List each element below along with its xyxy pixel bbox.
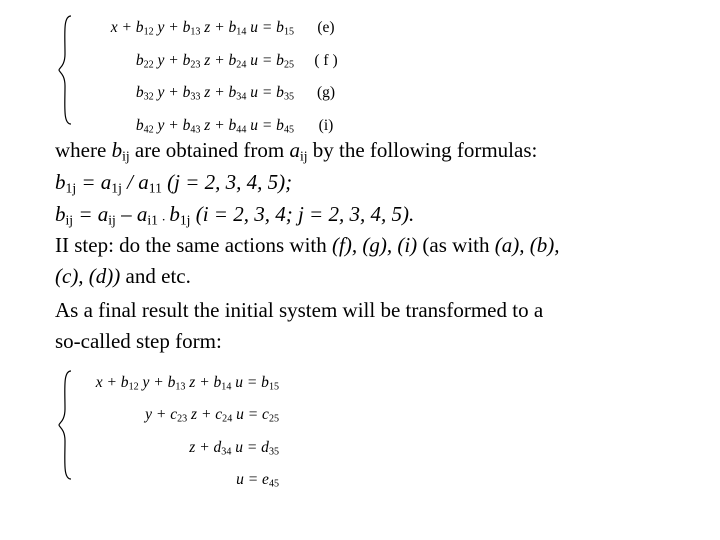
- left-brace-icon: [57, 14, 75, 126]
- text-line-6: As a final result the initial system wil…: [55, 296, 665, 324]
- left-brace-icon: [57, 369, 75, 481]
- formula-line-2: bij = aij – ai1 · b1j (i = 2, 3, 4; j = …: [55, 200, 665, 230]
- equation-expression: b22 y + b23 z + b24 u = b25: [79, 47, 294, 80]
- text-line-5: (c), (d)) and etc.: [55, 262, 665, 290]
- equation-label: ( f ): [306, 47, 346, 75]
- equation-expression: b32 y + b33 z + b34 u = b35: [79, 79, 294, 112]
- equation-label: (g): [306, 79, 346, 107]
- equation-row: b32 y + b33 z + b34 u = b35 (g): [79, 79, 665, 112]
- equation-row: y + c23 z + c24 u = c25: [79, 401, 279, 434]
- equation-system-2: x + b12 y + b13 z + b14 u = b15y + c23 z…: [65, 369, 665, 481]
- equation-row: x + b12 y + b13 z + b14 u = b15: [79, 369, 279, 402]
- text-line-4: II step: do the same actions with (f), (…: [55, 231, 665, 259]
- equation-row: z + d34 u = d35: [79, 434, 279, 467]
- equation-label: (e): [306, 14, 346, 42]
- equation-label: (i): [306, 112, 346, 140]
- text-line-7: so-called step form:: [55, 327, 665, 355]
- equation-expression: b42 y + b43 z + b44 u = b45: [79, 112, 294, 145]
- formula-line-1: b1j = a1j / a11 (j = 2, 3, 4, 5);: [55, 168, 665, 198]
- equation-row: x + b12 y + b13 z + b14 u = b15 (e): [79, 14, 665, 47]
- equation-expression: x + b12 y + b13 z + b14 u = b15: [79, 14, 294, 47]
- equation-row: u = e45: [79, 466, 279, 499]
- equation-row: b22 y + b23 z + b24 u = b25 ( f ): [79, 47, 665, 80]
- explanation-text: where bij are obtained from aij by the f…: [55, 136, 665, 355]
- equation-system-1: x + b12 y + b13 z + b14 u = b15 (e) b22 y …: [65, 14, 665, 126]
- equation-row: b42 y + b43 z + b44 u = b45 (i): [79, 112, 665, 145]
